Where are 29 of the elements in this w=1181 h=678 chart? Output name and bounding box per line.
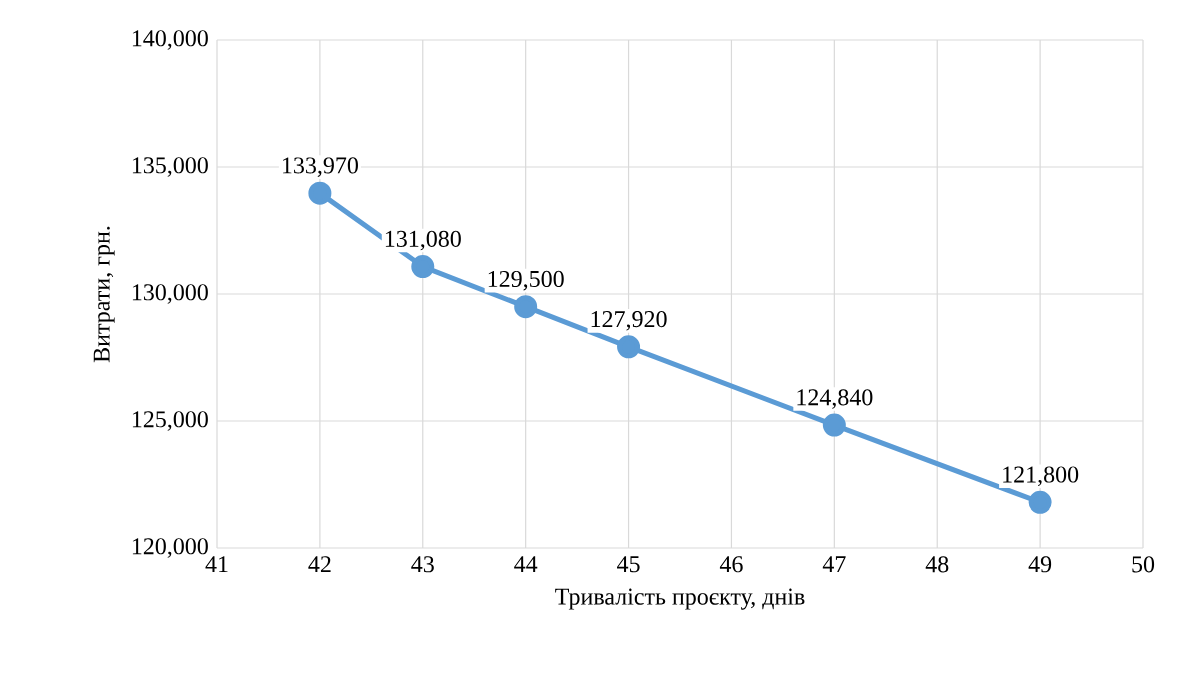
- point: [1028, 490, 1052, 514]
- x-tick-label: 50: [1132, 556, 1155, 573]
- data-label: 133,970: [282, 157, 358, 177]
- x-tick-label: 46: [719, 556, 743, 573]
- x-tick-label: 42: [308, 556, 331, 573]
- point: [822, 413, 846, 437]
- y-axis-title: Витрати, грн.: [93, 226, 115, 363]
- data-label: 131,080: [385, 230, 461, 251]
- point: [411, 255, 435, 279]
- y-tick-label: 125,000: [132, 411, 208, 431]
- data-label: 124,840: [797, 389, 873, 409]
- y-tick-label: 130,000: [132, 284, 208, 304]
- data-label: 129,500: [488, 270, 564, 291]
- y-tick-label: 135,000: [132, 157, 208, 177]
- x-tick-label: 41: [205, 556, 228, 573]
- x-tick-label: 47: [822, 556, 846, 572]
- x-tick-label: 45: [617, 556, 640, 573]
- point: [308, 181, 332, 205]
- point: [514, 295, 538, 319]
- x-tick-label: 49: [1028, 556, 1052, 573]
- y-tick-label: 140,000: [132, 30, 208, 50]
- x-tick-label: 43: [411, 556, 434, 573]
- point: [617, 335, 641, 359]
- data-label: 121,800: [1003, 466, 1079, 487]
- x-tick-label: 48: [925, 556, 949, 573]
- x-axis-title: Тривалість проєкту, днів: [555, 588, 805, 610]
- y-tick-label: 120,000: [132, 538, 208, 558]
- x-tick-label: 44: [514, 556, 538, 572]
- data-label: 127,920: [591, 310, 667, 331]
